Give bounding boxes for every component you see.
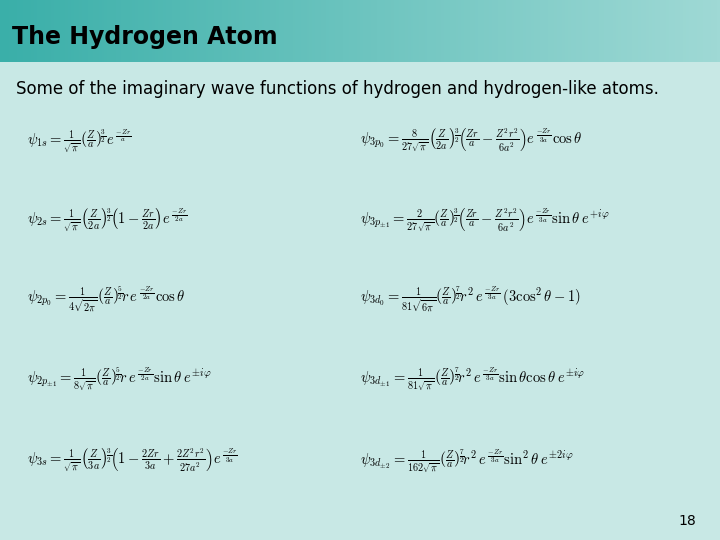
Text: $\psi_{2p_0} = \frac{1}{4\sqrt{2\pi}}\left(\frac{Z}{a}\right)^{\!\frac{5}{2}}\! : $\psi_{2p_0} = \frac{1}{4\sqrt{2\pi}}\le… <box>27 285 186 315</box>
Text: $\psi_{3p_{\pm1}} = \frac{2}{27\sqrt{\pi}}\left(\frac{Z}{a}\right)^{\!\frac{3}{2: $\psi_{3p_{\pm1}} = \frac{2}{27\sqrt{\pi… <box>360 206 609 235</box>
Text: Some of the imaginary wave functions of hydrogen and hydrogen-like atoms.: Some of the imaginary wave functions of … <box>17 80 660 98</box>
Text: 18: 18 <box>679 514 696 528</box>
Text: $\psi_{3d_{\pm1}} = \frac{1}{81\sqrt{\pi}}\left(\frac{Z}{a}\right)^{\!\frac{7}{2: $\psi_{3d_{\pm1}} = \frac{1}{81\sqrt{\pi… <box>360 365 585 394</box>
Text: $\psi_{3p_0} = \frac{8}{27\sqrt{\pi}}\left(\frac{Z}{2a}\right)^{\!\frac{3}{2}}\!: $\psi_{3p_0} = \frac{8}{27\sqrt{\pi}}\le… <box>360 127 582 156</box>
Text: The Hydrogen Atom: The Hydrogen Atom <box>12 25 277 49</box>
Text: $\psi_{1s} = \frac{1}{\sqrt{\pi}}\left(\frac{Z}{a}\right)^{\!\frac{3}{2}} e^{\,\: $\psi_{1s} = \frac{1}{\sqrt{\pi}}\left(\… <box>27 127 131 156</box>
Text: $\psi_{2p_{\pm1}} = \frac{1}{8\sqrt{\pi}}\left(\frac{Z}{a}\right)^{\!\frac{5}{2}: $\psi_{2p_{\pm1}} = \frac{1}{8\sqrt{\pi}… <box>27 365 212 394</box>
Text: $\psi_{3d_{\pm2}} = \frac{1}{162\sqrt{\pi}}\left(\frac{Z}{a}\right)^{\!\frac{7}{: $\psi_{3d_{\pm2}} = \frac{1}{162\sqrt{\p… <box>360 447 574 476</box>
Text: $\psi_{3d_0} = \frac{1}{81\sqrt{6\pi}}\left(\frac{Z}{a}\right)^{\!\frac{7}{2}}\!: $\psi_{3d_0} = \frac{1}{81\sqrt{6\pi}}\l… <box>360 285 581 315</box>
Text: $\psi_{2s} = \frac{1}{\sqrt{\pi}}\left(\frac{Z}{2a}\right)^{\!\frac{3}{2}}\!\lef: $\psi_{2s} = \frac{1}{\sqrt{\pi}}\left(\… <box>27 206 187 235</box>
Text: $\psi_{3s} = \frac{1}{\sqrt{\pi}}\left(\frac{Z}{3a}\right)^{\!\frac{3}{2}}\!\lef: $\psi_{3s} = \frac{1}{\sqrt{\pi}}\left(\… <box>27 447 238 475</box>
